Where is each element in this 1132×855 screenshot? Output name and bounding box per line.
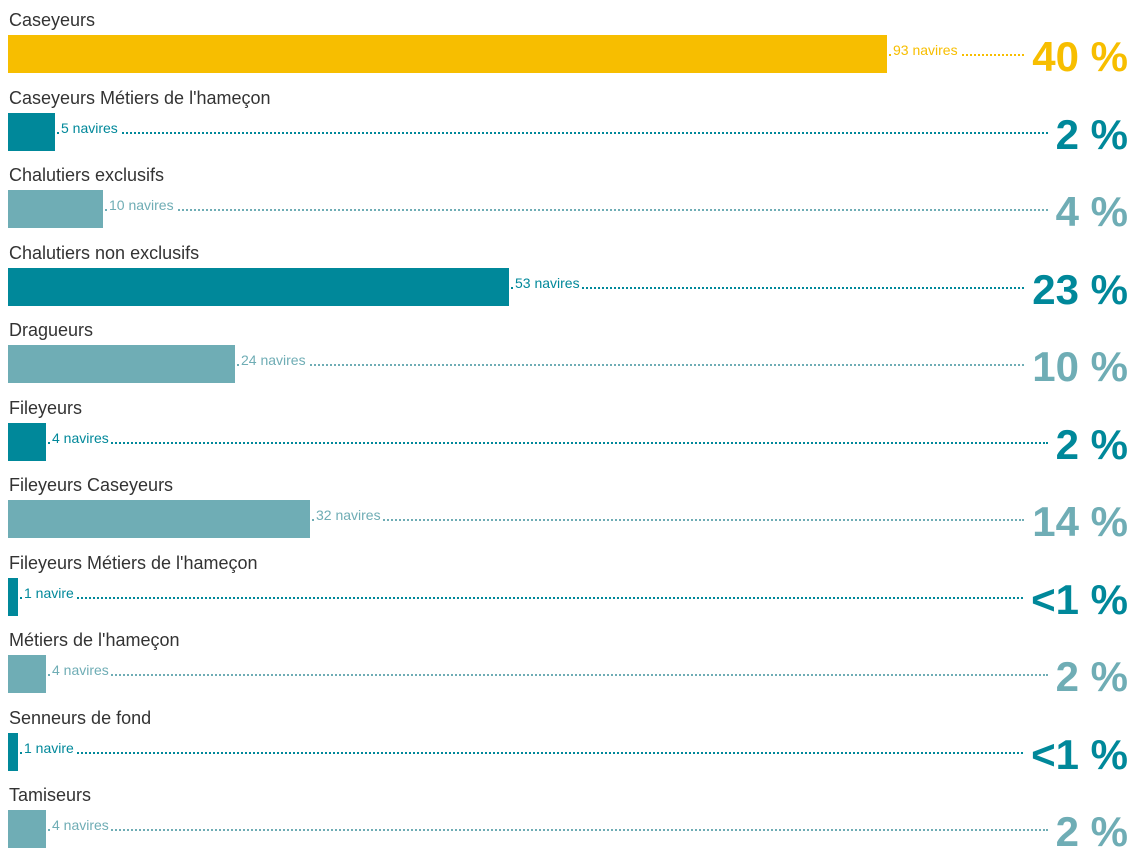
count-label: 1 navire bbox=[22, 584, 76, 601]
bar bbox=[8, 810, 46, 848]
bar-row: Caseyeurs Métiers de l'hameçon 5 navires 2… bbox=[0, 78, 1132, 156]
bar-row: Fileyeurs Métiers de l'hameçon 1 navire <1… bbox=[0, 543, 1132, 621]
count-label: 1 navire bbox=[22, 739, 76, 756]
leader-line bbox=[511, 286, 1025, 289]
percent-label: 2 % bbox=[1047, 423, 1128, 466]
leader-line bbox=[48, 441, 1048, 444]
leader-line bbox=[20, 596, 1024, 599]
bar bbox=[8, 267, 509, 306]
count-label: 4 navires bbox=[50, 662, 111, 678]
count-label: 10 navires bbox=[107, 197, 176, 213]
percent-label: 2 % bbox=[1047, 811, 1128, 853]
category-label: Fileyeurs Caseyeurs bbox=[9, 475, 174, 495]
category-label: Senneurs de fond bbox=[9, 707, 152, 728]
bar-row: Chalutiers non exclusifs 53 navires 23 % bbox=[0, 233, 1132, 311]
percent-label: <1 % bbox=[1023, 733, 1128, 776]
category-label: Chalutiers non exclusifs bbox=[9, 242, 200, 263]
percent-label: 4 % bbox=[1047, 191, 1128, 233]
category-label: Fileyeurs Métiers de l'hameçon bbox=[9, 552, 258, 573]
count-label: 32 navires bbox=[314, 507, 383, 523]
bar-row: Caseyeurs 93 navires 40 % bbox=[0, 0, 1132, 78]
bar bbox=[8, 577, 18, 616]
leader-line bbox=[237, 364, 1025, 366]
bar-row: Fileyeurs 4 navires 2 % bbox=[0, 388, 1132, 466]
percent-label: <1 % bbox=[1023, 578, 1128, 621]
category-label: Dragueurs bbox=[9, 320, 94, 340]
leader-line bbox=[105, 209, 1048, 211]
leader-line bbox=[48, 829, 1048, 831]
bar bbox=[8, 500, 310, 538]
category-label: Métiers de l'hameçon bbox=[9, 630, 180, 650]
percent-label: 10 % bbox=[1024, 346, 1128, 388]
count-label: 4 navires bbox=[50, 429, 111, 446]
bar-row: Chalutiers exclusifs 10 navires 4 % bbox=[0, 155, 1132, 233]
bar bbox=[8, 655, 46, 693]
leader-line bbox=[57, 131, 1048, 134]
percent-label: 2 % bbox=[1047, 656, 1128, 698]
bar bbox=[8, 732, 18, 771]
percent-label: 14 % bbox=[1024, 501, 1128, 543]
category-label: Caseyeurs Métiers de l'hameçon bbox=[9, 87, 271, 108]
bar bbox=[8, 35, 887, 73]
bar-row: Senneurs de fond 1 navire <1 % bbox=[0, 698, 1132, 776]
category-label: Chalutiers exclusifs bbox=[9, 165, 165, 185]
percent-label: 2 % bbox=[1047, 113, 1128, 156]
category-label: Caseyeurs bbox=[9, 10, 96, 30]
bar bbox=[8, 422, 46, 461]
count-label: 53 navires bbox=[513, 274, 582, 291]
bar-row: Métiers de l'hameçon 4 navires 2 % bbox=[0, 620, 1132, 698]
count-label: 24 navires bbox=[239, 352, 308, 368]
leader-line bbox=[48, 674, 1048, 676]
category-label: Tamiseurs bbox=[9, 785, 92, 805]
leader-line bbox=[20, 751, 1024, 754]
category-label: Fileyeurs bbox=[9, 397, 83, 418]
percent-label: 23 % bbox=[1024, 268, 1128, 311]
bar-row: Tamiseurs 4 navires 2 % bbox=[0, 775, 1132, 853]
leader-line bbox=[312, 519, 1025, 521]
bar bbox=[8, 190, 103, 228]
count-label: 5 navires bbox=[59, 119, 120, 136]
percent-label: 40 % bbox=[1024, 36, 1128, 78]
bar bbox=[8, 112, 55, 151]
count-label: 93 navires bbox=[891, 42, 960, 58]
bar bbox=[8, 345, 235, 383]
count-label: 4 navires bbox=[50, 817, 111, 833]
bar-row: Dragueurs 24 navires 10 % bbox=[0, 310, 1132, 388]
bar-row: Fileyeurs Caseyeurs 32 navires 14 % bbox=[0, 465, 1132, 543]
